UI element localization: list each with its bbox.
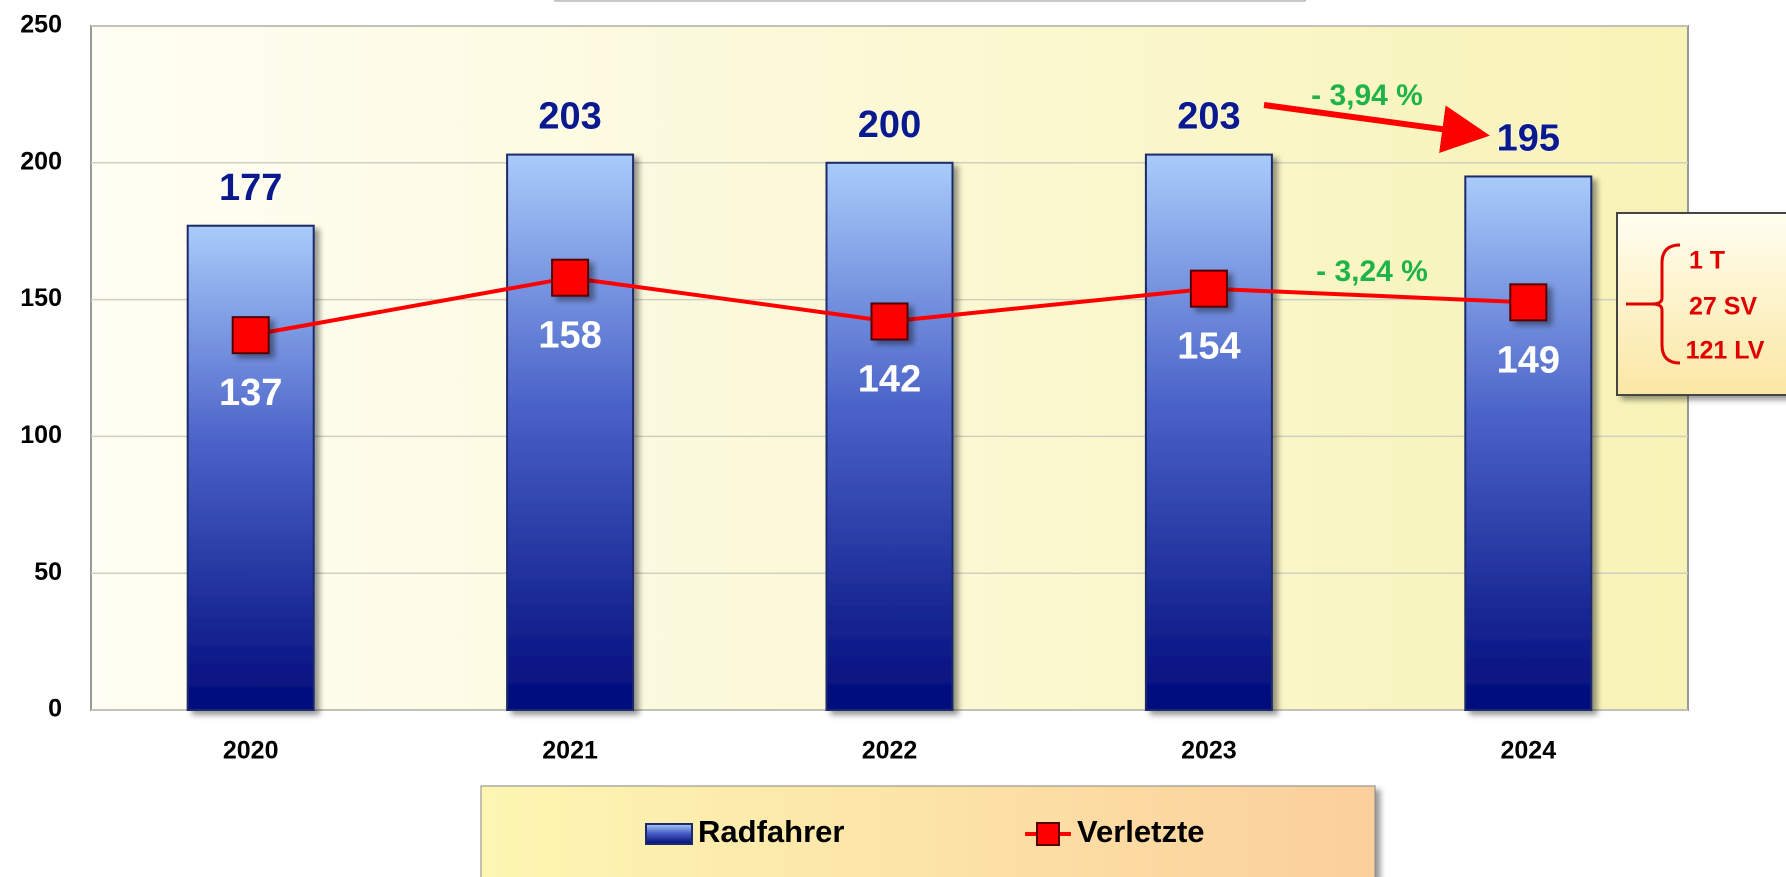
bar-label: 177 — [219, 167, 282, 209]
y-tick-label: 100 — [20, 421, 62, 449]
annotation: - 3,94 % — [1311, 79, 1423, 112]
line-marker — [551, 258, 590, 297]
x-tick-label: 2023 — [1181, 737, 1237, 765]
x-tick-label: 2022 — [862, 737, 918, 765]
legend-swatch — [645, 823, 693, 845]
legend-label: Verletzte — [1077, 814, 1205, 849]
line-marker — [1509, 283, 1548, 322]
bar — [1144, 153, 1273, 712]
breakdown-label: 1 T — [1689, 247, 1725, 275]
line-marker — [870, 302, 909, 341]
bar — [825, 161, 954, 712]
legend-label: Radfahrer — [698, 814, 844, 849]
bar — [186, 224, 315, 711]
line-label: 154 — [1177, 326, 1240, 368]
title-box — [554, 0, 1306, 2]
line-marker — [231, 316, 270, 355]
trend-arrow — [1263, 102, 1490, 153]
x-tick-label: 2024 — [1500, 737, 1556, 765]
line-label: 137 — [219, 372, 282, 414]
y-tick-label: 250 — [20, 11, 62, 39]
bar — [506, 153, 635, 712]
bar-label: 203 — [538, 96, 601, 138]
line-label: 158 — [538, 315, 601, 357]
line-marker — [1189, 269, 1228, 308]
line-label: 149 — [1497, 339, 1560, 381]
legend — [480, 785, 1376, 877]
bar-label: 195 — [1497, 118, 1560, 160]
y-tick-label: 0 — [48, 695, 62, 723]
x-tick-label: 2021 — [542, 737, 598, 765]
bar-label: 203 — [1177, 96, 1240, 138]
y-tick-label: 50 — [34, 558, 62, 586]
breakdown-label: 27 SV — [1689, 293, 1757, 321]
brace — [1626, 243, 1681, 365]
bar — [1464, 175, 1593, 712]
y-tick-label: 150 — [20, 284, 62, 312]
x-tick-label: 2020 — [223, 737, 279, 765]
annotation: - 3,24 % — [1316, 255, 1428, 288]
breakdown-label: 121 LV — [1686, 337, 1765, 365]
bar-label: 200 — [858, 104, 921, 146]
line-label: 142 — [858, 359, 921, 401]
legend-swatch — [1036, 822, 1060, 846]
y-tick-label: 200 — [20, 147, 62, 175]
